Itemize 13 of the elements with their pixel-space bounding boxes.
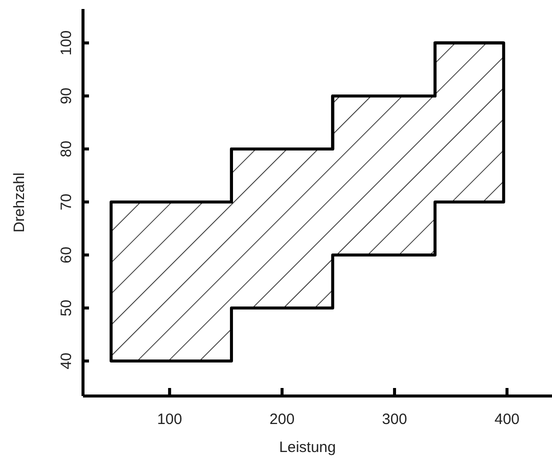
- y-tick-label: 80: [58, 140, 75, 158]
- y-tick-label: 40: [58, 352, 75, 370]
- y-tick-label: 60: [58, 246, 75, 264]
- y-tick-label: 100: [58, 30, 75, 56]
- x-tick-label: 200: [270, 411, 295, 428]
- x-tick-label: 300: [382, 411, 408, 428]
- y-axis-title: Drehzahl: [11, 172, 28, 233]
- y-tick-label: 90: [58, 88, 75, 104]
- x-tick-label: 100: [157, 411, 182, 428]
- y-tick-label: 50: [58, 300, 75, 316]
- x-tick-label: 400: [494, 411, 520, 428]
- x-axis-title: Leistung: [279, 439, 336, 456]
- y-tick-label: 70: [58, 194, 75, 210]
